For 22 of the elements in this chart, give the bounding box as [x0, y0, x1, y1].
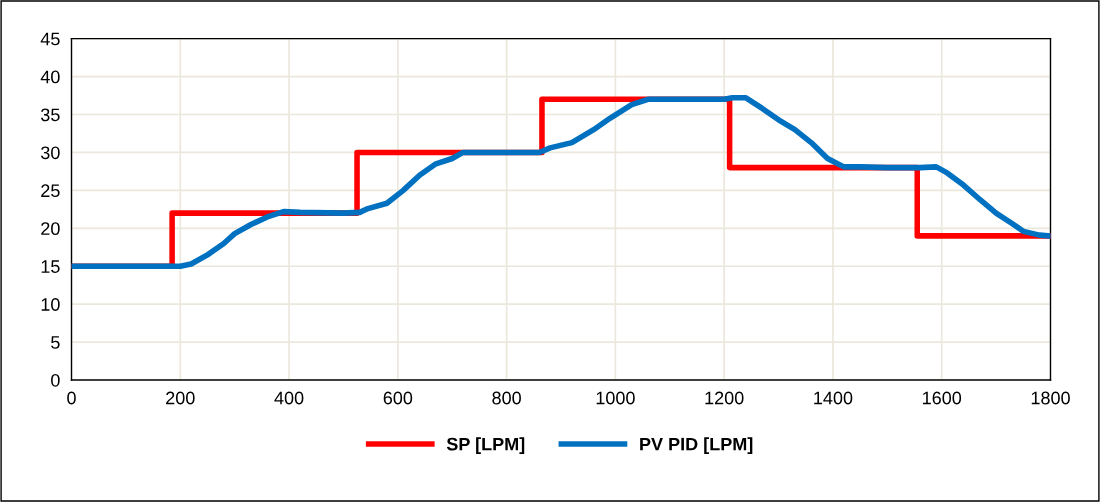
x-tick-label: 600 [383, 391, 413, 405]
legend-label: SP [LPM] [446, 437, 525, 455]
y-tick-label: 15 [41, 260, 60, 273]
x-tick-label: 800 [492, 391, 521, 405]
x-tick-label: 1000 [596, 391, 635, 405]
y-tick-label: 25 [41, 184, 60, 198]
y-tick-label: 0 [51, 373, 60, 387]
y-tick-label: 10 [41, 298, 60, 311]
x-tick-label: 0 [67, 391, 76, 405]
y-tick-label: 40 [40, 70, 60, 84]
legend-label: PV PID [LPM] [640, 437, 753, 455]
x-tick-label: 1200 [705, 391, 744, 405]
y-tick-label: 30 [41, 146, 60, 160]
x-tick-label: 1400 [814, 391, 853, 405]
x-tick-label: 1800 [1031, 391, 1070, 405]
y-tick-label: 45 [40, 32, 60, 46]
y-tick-label: 35 [41, 108, 60, 122]
x-tick-label: 1600 [923, 391, 962, 405]
x-tick-label: 200 [166, 391, 195, 405]
y-tick-label: 20 [41, 222, 60, 236]
x-tick-label: 400 [274, 391, 304, 405]
y-tick-label: 5 [51, 336, 60, 349]
